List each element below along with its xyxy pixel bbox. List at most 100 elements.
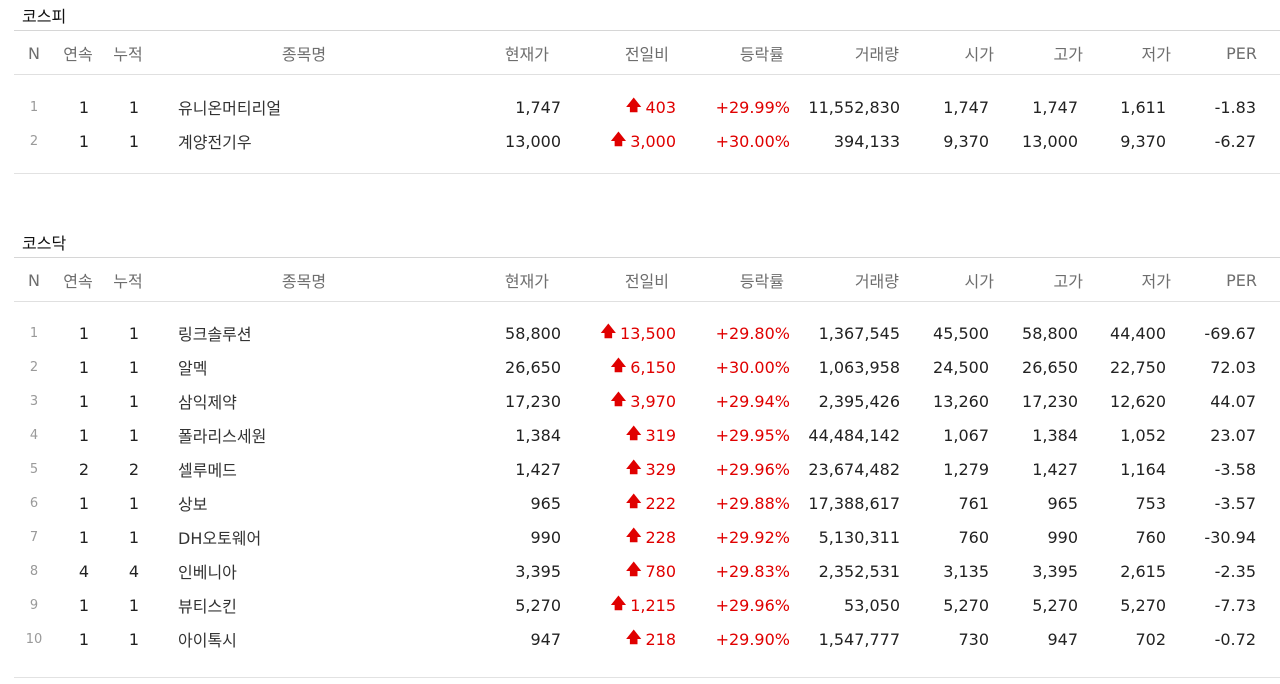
row-high: 58,800 <box>1022 323 1078 343</box>
stock-name-link[interactable]: 뷰티스킨 <box>178 597 237 616</box>
row-continuous: 2 <box>78 459 90 479</box>
change-value: 228 <box>645 527 676 547</box>
up-arrow-icon: 🡅 <box>626 457 642 476</box>
stock-name-link[interactable]: 알멕 <box>178 359 208 378</box>
row-price: 965 <box>530 493 561 513</box>
row-cumulative: 1 <box>128 323 140 343</box>
up-arrow-icon: 🡅 <box>626 491 642 510</box>
row-low: 2,615 <box>1120 561 1166 581</box>
stock-name-link[interactable]: 상보 <box>178 495 208 514</box>
col-high: 고가 <box>1053 272 1083 291</box>
row-open: 24,500 <box>933 357 989 377</box>
row-high: 5,270 <box>1032 595 1078 615</box>
table-row[interactable]: 1 1 1 링크솔루션 58,800 🡅 13,500 +29.80% 1,367… <box>14 316 1280 350</box>
row-low: 5,270 <box>1120 595 1166 615</box>
row-continuous: 1 <box>78 97 90 117</box>
stock-name-link[interactable]: 아이톡시 <box>178 631 237 650</box>
kosdaq-table: N 연속 누적 종목명 현재가 전일비 등락률 거래량 시가 고가 저가 PER… <box>14 257 1280 677</box>
row-price: 26,650 <box>505 357 561 377</box>
row-low: 1,611 <box>1120 97 1166 117</box>
row-rate: +29.96% <box>715 459 790 479</box>
col-per: PER <box>1226 270 1257 290</box>
stock-name-link[interactable]: 인베니아 <box>178 563 237 582</box>
col-cumulative: 누적 <box>113 45 143 64</box>
row-change: 🡅 13,500 <box>574 316 676 350</box>
row-continuous: 1 <box>78 391 90 411</box>
row-rate: +29.83% <box>715 561 790 581</box>
row-volume: 11,552,830 <box>808 97 900 117</box>
change-value: 3,000 <box>630 131 676 151</box>
up-arrow-icon: 🡅 <box>626 627 642 646</box>
row-continuous: 4 <box>78 561 90 581</box>
up-arrow-icon: 🡅 <box>626 423 642 442</box>
row-per: -2.35 <box>1214 561 1256 581</box>
stock-name-link[interactable]: 유니온머티리얼 <box>178 99 282 118</box>
row-open: 5,270 <box>943 595 989 615</box>
row-per: -0.72 <box>1214 629 1256 649</box>
row-low: 44,400 <box>1110 323 1166 343</box>
row-index: 1 <box>29 99 39 115</box>
table-row[interactable]: 9 1 1 뷰티스킨 5,270 🡅 1,215 +29.96% 53,050 5… <box>14 588 1280 622</box>
stock-name-link[interactable]: 계양전기우 <box>178 133 252 152</box>
header-bottom-line <box>14 301 1280 302</box>
row-continuous: 1 <box>78 629 90 649</box>
row-price: 990 <box>530 527 561 547</box>
change-value: 403 <box>645 97 676 117</box>
table-row[interactable]: 1 1 1 유니온머티리얼 1,747 🡅 403 +29.99% 11,552,… <box>14 90 1280 124</box>
row-index: 7 <box>29 529 39 545</box>
row-change: 🡅 403 <box>574 90 676 124</box>
row-change: 🡅 3,970 <box>574 384 676 418</box>
row-volume: 44,484,142 <box>808 425 900 445</box>
up-arrow-icon: 🡅 <box>626 525 642 544</box>
up-arrow-icon: 🡅 <box>600 321 617 340</box>
row-index: 4 <box>29 427 39 443</box>
row-per: -30.94 <box>1204 527 1256 547</box>
row-open: 1,747 <box>943 97 989 117</box>
kospi-section: 코스피 N 연속 누적 종목명 현재가 전일비 등락률 거래량 시가 고가 저가… <box>0 0 1280 180</box>
header-row: N 연속 누적 종목명 현재가 전일비 등락률 거래량 시가 고가 저가 PER <box>14 258 1280 302</box>
col-high: 고가 <box>1053 45 1083 64</box>
change-value: 6,150 <box>630 357 676 377</box>
header-bottom-line <box>14 74 1280 75</box>
table-row[interactable]: 6 1 1 상보 965 🡅 222 +29.88% 17,388,617 761… <box>14 486 1280 520</box>
row-continuous: 1 <box>78 425 90 445</box>
table-row[interactable]: 3 1 1 삼익제약 17,230 🡅 3,970 +29.94% 2,395,4… <box>14 384 1280 418</box>
row-cumulative: 1 <box>128 391 140 411</box>
row-high: 990 <box>1047 527 1078 547</box>
up-arrow-icon: 🡅 <box>626 559 642 578</box>
table-row[interactable]: 4 1 1 폴라리스세원 1,384 🡅 319 +29.95% 44,484,1… <box>14 418 1280 452</box>
kospi-title: 코스피 <box>22 7 67 26</box>
col-volume: 거래량 <box>854 272 899 291</box>
row-open: 13,260 <box>933 391 989 411</box>
row-index: 2 <box>29 359 39 375</box>
stock-name-link[interactable]: DH오토웨어 <box>178 529 262 548</box>
change-value: 3,970 <box>630 391 676 411</box>
stock-name-link[interactable]: 폴라리스세원 <box>178 427 267 446</box>
row-volume: 2,395,426 <box>818 391 900 411</box>
row-volume: 23,674,482 <box>808 459 900 479</box>
row-rate: +29.99% <box>715 97 790 117</box>
table-row[interactable]: 2 1 1 계양전기우 13,000 🡅 3,000 +30.00% 394,13… <box>14 124 1280 158</box>
stock-name-link[interactable]: 링크솔루션 <box>178 325 252 344</box>
row-index: 2 <box>29 133 39 149</box>
table-row[interactable]: 2 1 1 알멕 26,650 🡅 6,150 +30.00% 1,063,958… <box>14 350 1280 384</box>
row-cumulative: 1 <box>128 357 140 377</box>
stock-name-link[interactable]: 삼익제약 <box>178 393 237 412</box>
table-row[interactable]: 8 4 4 인베니아 3,395 🡅 780 +29.83% 2,352,531 … <box>14 554 1280 588</box>
row-per: 72.03 <box>1210 357 1256 377</box>
change-value: 319 <box>645 425 676 445</box>
stock-name-link[interactable]: 셀루메드 <box>178 461 237 480</box>
change-value: 329 <box>645 459 676 479</box>
row-cumulative: 4 <box>128 561 140 581</box>
row-index: 6 <box>29 495 39 511</box>
table-row[interactable]: 7 1 1 DH오토웨어 990 🡅 228 +29.92% 5,130,311 … <box>14 520 1280 554</box>
row-index: 9 <box>29 597 39 613</box>
up-arrow-icon: 🡅 <box>610 355 627 374</box>
change-value: 218 <box>645 629 676 649</box>
row-change: 🡅 329 <box>574 452 676 486</box>
col-rate: 등락률 <box>739 272 784 291</box>
row-rate: +30.00% <box>715 131 790 151</box>
row-price: 5,270 <box>515 595 561 615</box>
table-row[interactable]: 5 2 2 셀루메드 1,427 🡅 329 +29.96% 23,674,482… <box>14 452 1280 486</box>
table-row[interactable]: 10 1 1 아이톡시 947 🡅 218 +29.90% 1,547,777 7… <box>14 622 1280 656</box>
